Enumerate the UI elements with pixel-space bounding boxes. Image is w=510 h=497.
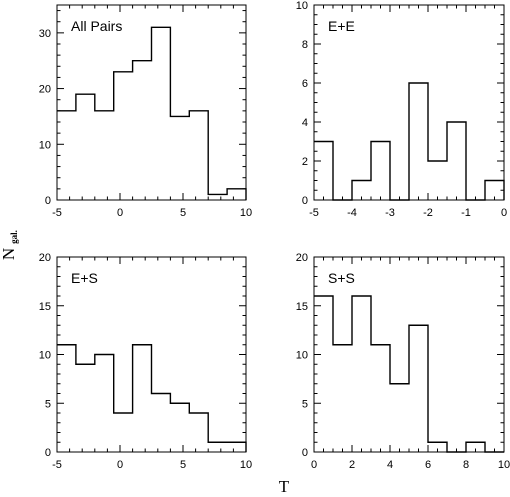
y-axis-label: N gal.: [0, 230, 19, 260]
y-tick-label: 0: [45, 447, 51, 459]
x-tick-label: 5: [180, 459, 186, 471]
histogram-line: [57, 344, 247, 452]
y-axis-label-sub: gal.: [9, 230, 19, 244]
x-tick-label: -2: [423, 207, 433, 219]
y-tick-label: 6: [302, 78, 308, 90]
x-tick-label: 8: [463, 459, 469, 471]
y-axis-label-main: N: [0, 248, 18, 260]
x-tick-label: -4: [347, 207, 357, 219]
histogram-bin: [133, 61, 152, 200]
histogram-bin: [114, 72, 133, 200]
panel-s-s: 0 2 4 6 8 10 0 5 10 15 20 S+S: [296, 252, 510, 471]
histogram-bin: [409, 83, 428, 200]
x-tick-label: 10: [240, 459, 252, 471]
y-tick-label: 5: [302, 398, 308, 410]
histogram-bin: [76, 94, 95, 200]
y-tick-label: 15: [296, 301, 308, 313]
x-axis-label: T: [279, 477, 290, 496]
histogram-bin: [390, 384, 409, 452]
histogram-bin: [152, 394, 171, 453]
x-tick-label: 0: [117, 207, 123, 219]
histogram-bin: [371, 142, 390, 201]
y-tick-label: 5: [45, 398, 51, 410]
y-tick-label: 0: [45, 195, 51, 207]
y-tick-label: 15: [39, 301, 51, 313]
y-tick-label: 4: [302, 117, 308, 129]
y-tick-label: 20: [39, 252, 51, 264]
x-tick-label: -5: [52, 207, 62, 219]
histogram-bin: [333, 345, 352, 452]
y-tick-label: 30: [39, 28, 51, 40]
panel-label: E+E: [328, 18, 355, 34]
y-tick-label: 10: [296, 350, 308, 362]
y-tick-label: 10: [39, 350, 51, 362]
x-tick-label: -3: [385, 207, 395, 219]
panel-label: E+S: [71, 270, 98, 286]
histogram-bin: [208, 194, 227, 200]
histogram-bin: [208, 442, 227, 452]
histogram-bin: [409, 325, 428, 452]
histogram-line: [314, 82, 505, 201]
histogram-bin: [57, 111, 76, 200]
y-tick-label: 20: [296, 252, 308, 264]
histogram-bin: [114, 413, 133, 452]
histogram-bin: [447, 122, 466, 200]
panel-e-e: -5 -4 -3 -2 -1 0 0 2 4 6 8 10 E+E: [296, 0, 507, 219]
y-tick-label: 0: [302, 447, 308, 459]
panel-label: S+S: [328, 270, 355, 286]
histogram-bin: [352, 296, 371, 452]
x-tick-label: 0: [311, 459, 317, 471]
histogram-bin: [352, 181, 371, 201]
histogram-bin: [314, 142, 333, 201]
histogram-bin: [95, 355, 114, 453]
histogram-line: [314, 295, 504, 453]
histogram-bin: [227, 442, 246, 452]
x-tick-label: 0: [117, 459, 123, 471]
histogram-bin: [189, 111, 208, 200]
histogram-bin: [57, 345, 76, 452]
histogram-bin: [170, 403, 189, 452]
x-tick-label: -1: [461, 207, 471, 219]
plot-frame: [56, 4, 247, 201]
histogram-bin: [95, 111, 114, 200]
histogram-bin: [152, 27, 171, 200]
x-tick-label: 6: [425, 459, 431, 471]
x-tick-label: 10: [240, 207, 252, 219]
histogram-bin: [76, 364, 95, 452]
y-tick-label: 0: [302, 195, 308, 207]
histogram-bin: [428, 442, 447, 452]
y-tick-label: 10: [39, 139, 51, 151]
histogram-bin: [227, 189, 246, 200]
y-tick-label: 10: [296, 0, 308, 12]
x-tick-label: 10: [498, 459, 510, 471]
histogram-bin: [466, 442, 485, 452]
histogram-bin: [133, 345, 152, 452]
y-tick-label: 20: [39, 84, 51, 96]
histogram-bin: [428, 161, 447, 200]
histogram-bin: [314, 296, 333, 452]
x-tick-label: -5: [309, 207, 319, 219]
x-tick-label: 4: [387, 459, 393, 471]
x-tick-label: 0: [501, 207, 507, 219]
x-tick-label: -5: [52, 459, 62, 471]
x-tick-label: 5: [180, 207, 186, 219]
panel-label: All Pairs: [71, 18, 122, 34]
histogram-bin: [170, 116, 189, 200]
histogram-line: [57, 26, 247, 200]
y-tick-label: 8: [302, 39, 308, 51]
histogram-bin: [485, 181, 504, 201]
y-tick-label: 2: [302, 156, 308, 168]
x-tick-label: 2: [349, 459, 355, 471]
histogram-bin: [371, 345, 390, 452]
histogram-bin: [189, 413, 208, 452]
